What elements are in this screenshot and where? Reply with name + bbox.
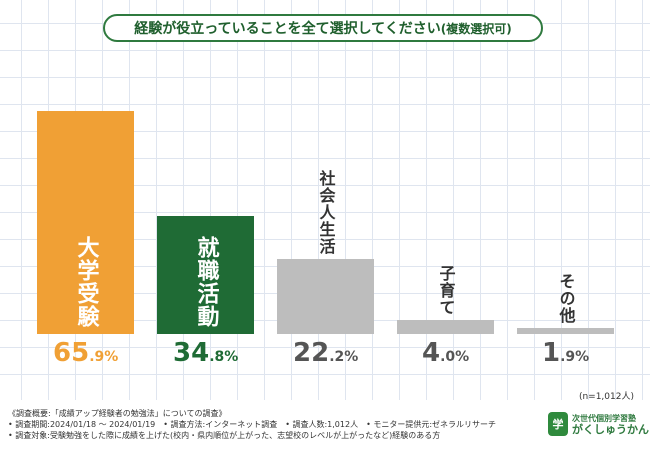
note-line: • 調査対象:受験勉強をした際に成績を上げた(校内・県内順位が上がった、志望校の… xyxy=(8,431,441,440)
value-label: 34.8% xyxy=(173,338,239,368)
bar-4 xyxy=(397,320,494,334)
survey-notes: 《調査概要:「成績アップ経験者の勉強法」についての調査》 • 調査期間:2024… xyxy=(8,408,496,441)
brand-logo: 学 次世代個別学習塾 がくしゅうかん xyxy=(548,412,649,436)
value-label: 22.2% xyxy=(293,338,359,368)
category-label: その他 xyxy=(556,272,576,324)
logo-name: がくしゅうかん xyxy=(572,423,649,436)
bar-1 xyxy=(37,111,134,334)
category-label: 就職活動 xyxy=(193,236,219,328)
category-label: 子育て xyxy=(436,265,456,317)
title-text: 経験が役立っていることを全て選択してください xyxy=(134,21,441,37)
value-label: 4.0% xyxy=(422,338,470,368)
bar-5 xyxy=(517,327,614,334)
logo-tagline: 次世代個別学習塾 xyxy=(572,414,636,423)
value-label: 65.9% xyxy=(53,338,119,368)
category-label: 社会人生活 xyxy=(316,169,336,255)
logo-icon: 学 xyxy=(548,412,568,436)
category-label: 大学受験 xyxy=(73,236,99,328)
sample-size: (n=1,012人) xyxy=(578,392,634,402)
note-line: • 調査期間:2024/01/18 〜 2024/01/19 • 調査方法:イン… xyxy=(8,420,497,429)
bar-2 xyxy=(157,216,254,334)
bar-3 xyxy=(277,258,374,334)
value-label: 1.9% xyxy=(542,338,590,368)
title-suffix: (複数選択可) xyxy=(440,21,512,36)
chart-title: 経験が役立っていることを全て選択してください (複数選択可) xyxy=(103,14,543,42)
note-line: 《調査概要:「成績アップ経験者の勉強法」についての調査》 xyxy=(8,409,227,418)
